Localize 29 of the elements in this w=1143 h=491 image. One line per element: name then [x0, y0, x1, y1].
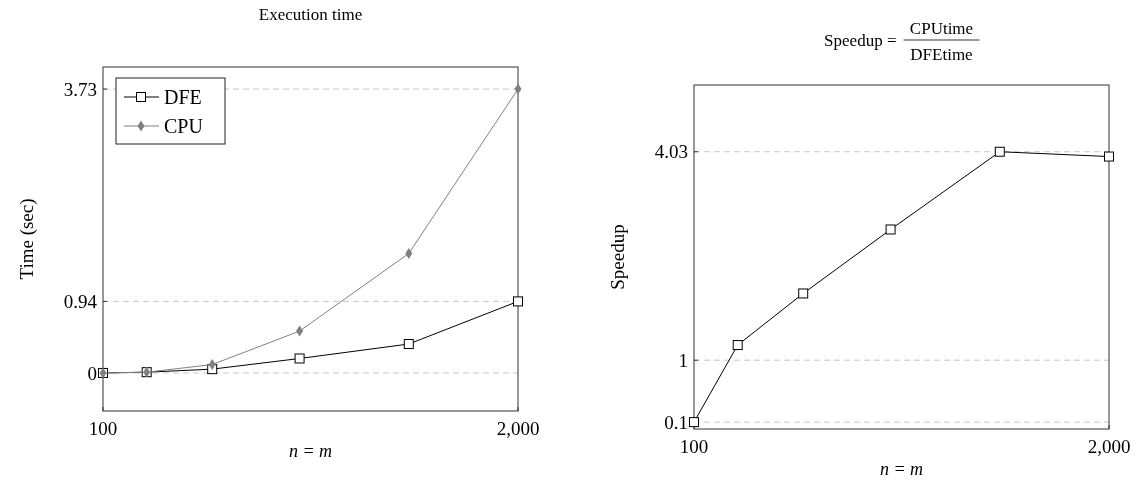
- point: [513, 296, 523, 307]
- text: CPUtime: [909, 19, 974, 38]
- chart-title: Execution time: [258, 5, 363, 24]
- y-tick-label: 0.1: [664, 411, 688, 433]
- point: [403, 339, 414, 350]
- x-axis-title: n = m: [288, 441, 333, 461]
- point: [798, 288, 809, 299]
- y-tick-label: 4.03: [654, 141, 688, 163]
- text: DFEtime: [910, 45, 973, 64]
- legend-label: DFE: [164, 86, 202, 108]
- y-tick-label: 0: [87, 362, 97, 384]
- point: [994, 146, 1005, 157]
- y-axis-title: Speedup: [607, 224, 628, 290]
- x-tick-label: 2,000: [496, 418, 540, 439]
- legend-label: CPU: [164, 115, 204, 137]
- chart-title: Speedup =: [824, 31, 897, 50]
- y-axis-title: Time (sec): [16, 198, 38, 280]
- point: [885, 224, 896, 235]
- point: [732, 340, 743, 351]
- y-tick-label: 1: [678, 349, 688, 371]
- y-tick-label: 0.94: [63, 291, 98, 313]
- x-axis-title: n = m: [879, 459, 924, 479]
- point: [689, 417, 699, 428]
- x-tick-label: 2,000: [1087, 436, 1131, 457]
- x-tick-label: 100: [88, 418, 118, 439]
- y-tick-label: 3.73: [63, 78, 97, 100]
- x-tick-label: 100: [679, 436, 709, 457]
- point: [1104, 151, 1114, 162]
- point: [294, 353, 305, 364]
